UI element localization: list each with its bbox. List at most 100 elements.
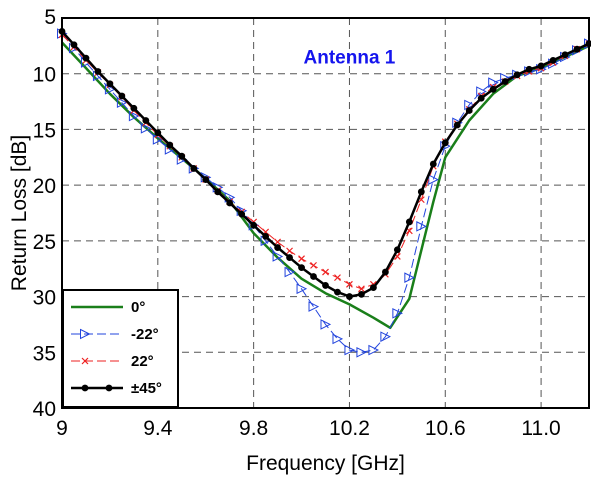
data-point-marker (310, 261, 317, 269)
data-point-marker (178, 152, 186, 160)
data-point-marker (417, 188, 425, 196)
y-tick-label: 10 (33, 64, 56, 87)
data-point-marker (322, 282, 329, 289)
data-point-marker (128, 110, 140, 122)
x-tick-label: 10.6 (425, 417, 466, 440)
data-point-marker (392, 307, 403, 319)
x-tick-label: 10.2 (329, 417, 370, 440)
data-point-marker (476, 86, 487, 97)
x-tick-label: 9 (56, 417, 68, 440)
data-point-marker (262, 233, 270, 240)
data-point-marker (105, 384, 113, 392)
data-point-marker (70, 41, 78, 49)
data-point-marker (332, 333, 344, 345)
data-point-marker (322, 268, 329, 276)
data-point-marker (298, 255, 305, 263)
data-point-marker (549, 56, 557, 64)
legend-label: 0° (131, 299, 145, 316)
data-point-marker (140, 123, 152, 134)
data-point-marker (346, 280, 353, 288)
data-point-marker (429, 160, 437, 168)
x-tick-label: 9.4 (143, 417, 173, 440)
data-point-marker (154, 129, 162, 137)
data-point-marker (393, 246, 401, 254)
data-point-marker (81, 384, 89, 392)
x-tick-label: 11.0 (521, 417, 560, 440)
data-point-marker (477, 94, 485, 102)
x-axis-label: Frequency [GHz] (246, 452, 405, 475)
series-layer (57, 27, 591, 358)
legend-label: 22° (131, 353, 154, 370)
y-tick-label: 35 (33, 342, 56, 365)
data-point-marker (513, 71, 521, 79)
data-point-marker (537, 62, 545, 70)
y-tick-label: 15 (33, 119, 56, 142)
data-point-marker (334, 274, 341, 282)
data-point-marker (116, 97, 128, 108)
data-point-marker (274, 244, 281, 251)
data-point-marker (250, 221, 258, 229)
data-point-marker (416, 221, 427, 232)
data-point-marker (80, 328, 91, 340)
data-point-marker (214, 188, 222, 196)
data-point-marker (320, 319, 332, 330)
data-point-marker (284, 266, 296, 278)
data-point-marker (286, 247, 293, 255)
data-point-marker (573, 45, 581, 53)
data-point-marker (106, 80, 114, 88)
data-point-marker (465, 107, 473, 114)
data-point-marker (142, 117, 150, 124)
legend-label: ±45° (131, 380, 162, 397)
data-point-marker (368, 344, 380, 356)
legend-marker (80, 328, 91, 340)
data-point-marker (130, 104, 138, 112)
data-point-marker (298, 264, 305, 271)
data-point-marker (380, 331, 392, 342)
data-point-marker (334, 288, 341, 296)
data-point-marker (202, 176, 210, 183)
data-point-marker (94, 68, 102, 75)
data-point-marker (81, 357, 89, 365)
data-point-marker (346, 293, 353, 300)
data-point-marker (272, 251, 284, 262)
legend: 0° -22° 22° ±45° (62, 289, 179, 408)
data-point-marker (226, 199, 234, 207)
data-point-marker (404, 272, 415, 283)
data-point-marker (118, 92, 126, 100)
y-tick-label: 25 (33, 231, 56, 254)
data-point-marker (381, 268, 389, 276)
series-line (61, 33, 590, 353)
legend-label: -22° (131, 326, 159, 343)
data-point-marker (525, 65, 533, 73)
data-point-marker (405, 218, 413, 226)
y-tick-label: 5 (44, 6, 56, 29)
tick-labels: 9 9.4 9.8 10.2 10.6 11.0 5 10 15 20 25 30 35 40 (33, 6, 561, 440)
y-tick-label: 20 (33, 175, 56, 198)
data-point-marker (190, 165, 198, 172)
data-point-marker (501, 78, 509, 85)
data-point-marker (358, 290, 365, 298)
data-point-marker (296, 283, 308, 295)
legend-marker (81, 384, 113, 392)
data-point-marker (488, 77, 499, 88)
data-point-marker (370, 284, 377, 292)
x-tick-label: 9.8 (239, 417, 268, 440)
y-tick-label: 40 (33, 398, 56, 421)
plot-frame (61, 17, 590, 409)
data-point-marker (238, 210, 246, 218)
data-point-marker (82, 54, 90, 62)
data-point-marker (441, 139, 449, 147)
data-point-marker (344, 344, 356, 356)
chart-annotation: Antenna 1 (304, 48, 396, 69)
data-point-marker (358, 285, 365, 293)
y-tick-label: 30 (33, 287, 56, 310)
data-point-marker (489, 85, 497, 93)
data-point-marker (166, 141, 174, 149)
data-point-marker (356, 346, 368, 358)
data-point-marker (310, 273, 317, 280)
legend-marker (81, 357, 89, 365)
data-point-marker (308, 301, 320, 312)
data-point-marker (286, 254, 293, 261)
data-point-marker (453, 121, 461, 129)
